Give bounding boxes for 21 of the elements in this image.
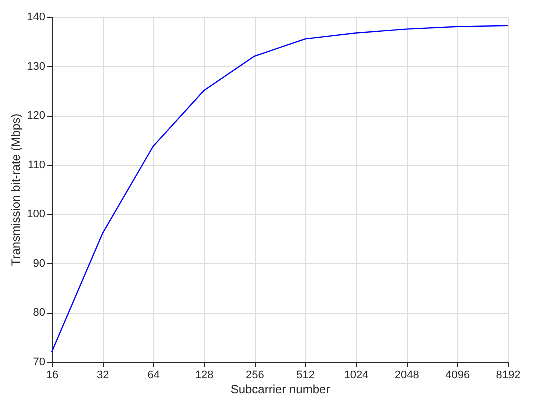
x-tick-label: 256: [246, 370, 264, 382]
x-tick-label: 4096: [446, 370, 470, 382]
x-tick-label: 2048: [394, 370, 420, 382]
x-tick-label: 1024: [344, 370, 369, 382]
y-tick-label: 130: [27, 60, 46, 73]
x-tick-label: 8192: [496, 370, 521, 382]
line-series: [51, 25, 509, 353]
y-tick-label: 120: [27, 110, 46, 122]
y-tick-label: 70: [33, 356, 46, 368]
x-tick-label: 512: [296, 370, 316, 382]
x-tick-label: 128: [195, 370, 214, 382]
x-tick-label: 64: [148, 370, 160, 382]
y-axis-title: Transmission bit-rate (Mbps): [9, 114, 24, 266]
y-tick-label: 80: [33, 307, 46, 320]
y-tick-label: 100: [27, 208, 46, 221]
x-tick-label: 32: [97, 370, 110, 382]
y-tick-label: 110: [28, 159, 46, 172]
y-tick-label: 90: [33, 258, 46, 270]
x-axis-title: Subcarrier number: [230, 382, 330, 396]
y-tick-label: 140: [27, 12, 46, 24]
x-tick-label: 16: [46, 370, 59, 382]
